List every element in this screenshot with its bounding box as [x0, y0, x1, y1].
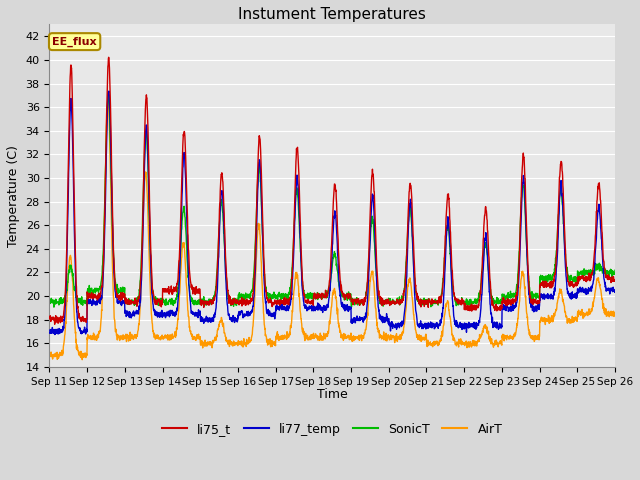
li77_temp [204, 319, 212, 324]
AirT [204, 340, 212, 346]
AirT [362, 327, 369, 333]
li77_temp [497, 325, 505, 331]
li75_t [577, 274, 585, 280]
AirT [611, 310, 619, 316]
li77_temp [362, 316, 369, 322]
li75_t [562, 247, 570, 253]
li75_t [45, 314, 53, 320]
AirT [104, 98, 112, 104]
SonicT [611, 267, 619, 273]
Line: AirT: AirT [49, 101, 615, 360]
SonicT [362, 295, 369, 300]
AirT [45, 353, 53, 359]
SonicT [562, 251, 570, 257]
li77_temp [105, 88, 113, 94]
X-axis label: Time: Time [317, 388, 348, 401]
li75_t [497, 306, 505, 312]
li75_t [204, 301, 212, 307]
li77_temp [562, 264, 570, 270]
Title: Instument Temperatures: Instument Temperatures [238, 7, 426, 22]
li75_t [611, 278, 619, 284]
AirT [497, 341, 505, 347]
Line: li75_t: li75_t [49, 57, 615, 324]
AirT [349, 335, 357, 340]
Legend: li75_t, li77_temp, SonicT, AirT: li75_t, li77_temp, SonicT, AirT [157, 418, 508, 441]
li77_temp [349, 317, 357, 323]
li77_temp [611, 288, 619, 293]
SonicT [497, 297, 505, 302]
Text: EE_flux: EE_flux [52, 36, 97, 47]
AirT [78, 357, 86, 362]
li75_t [362, 294, 369, 300]
li75_t [349, 302, 357, 308]
SonicT [50, 304, 58, 310]
SonicT [577, 271, 585, 277]
li77_temp [51, 332, 58, 337]
Line: SonicT: SonicT [49, 93, 615, 307]
AirT [577, 312, 585, 318]
Y-axis label: Temperature (C): Temperature (C) [7, 145, 20, 247]
li77_temp [45, 330, 53, 336]
SonicT [349, 300, 357, 306]
li75_t [105, 54, 113, 60]
li77_temp [577, 289, 585, 295]
SonicT [204, 301, 212, 307]
SonicT [104, 90, 112, 96]
li75_t [51, 322, 58, 327]
SonicT [45, 298, 53, 304]
AirT [562, 310, 570, 315]
Line: li77_temp: li77_temp [49, 91, 615, 335]
